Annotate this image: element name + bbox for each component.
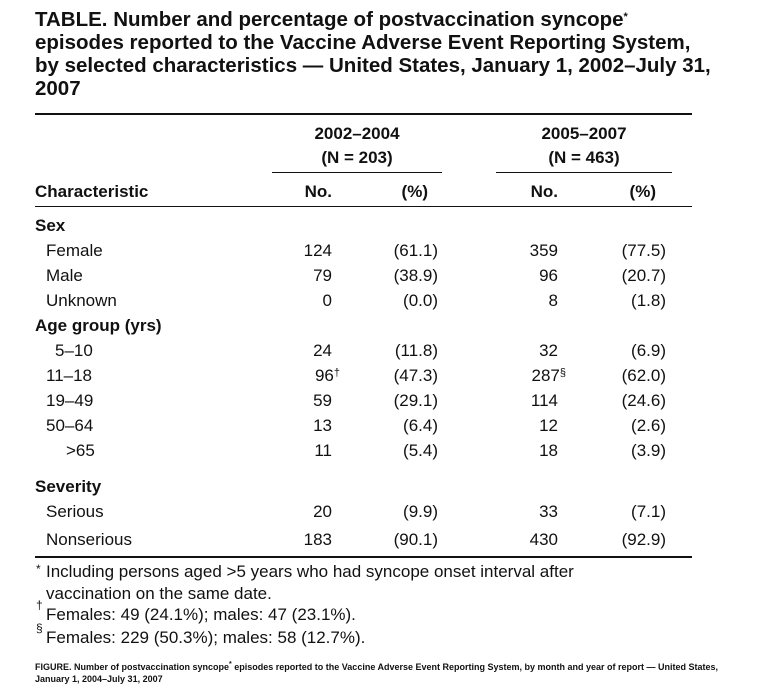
col-header-pct-1: (%) <box>401 182 428 201</box>
row-no-1: 20 <box>313 502 332 521</box>
row-pct-1: (38.9) <box>393 266 438 285</box>
row-no-1: 96† <box>262 366 340 386</box>
footnote-2: Females: 49 (24.1%); males: 47 (23.1%). <box>46 605 356 624</box>
title-footnote-marker: * <box>623 11 628 23</box>
row-pct-1: (5.4) <box>403 441 438 460</box>
table-title: TABLE. Number and percentage of postvacc… <box>35 8 715 100</box>
title-text: TABLE. Number and percentage of postvacc… <box>35 8 624 31</box>
row-no-2: 287§ <box>488 366 567 386</box>
group-header-n-1: (N = 203) <box>321 148 393 167</box>
row-no-2: 12 <box>539 416 558 435</box>
row-pct-1: (11.8) <box>394 341 438 360</box>
row-no-2-value: 287 <box>531 366 560 385</box>
footnote-1-line-1: Including persons aged >5 years who had … <box>46 562 574 581</box>
row-no-1-value: 96 <box>314 366 334 385</box>
row-pct-1: (6.4) <box>403 416 438 435</box>
row-pct-2: (77.5) <box>621 241 666 260</box>
footnote-marker-section: § <box>36 621 43 635</box>
row-label: Nonserious <box>46 530 132 549</box>
col-header-pct-2: (%) <box>629 182 656 201</box>
row-label: 19–49 <box>46 391 94 410</box>
row-label: 50–64 <box>46 416 94 435</box>
row-pct-2: (1.8) <box>631 291 666 310</box>
figure-caption-rest: episodes reported to the Vaccine Adverse… <box>35 662 719 684</box>
row-no-2: 114 <box>530 391 558 410</box>
row-label: 5–10 <box>55 341 93 360</box>
row-no-2: 8 <box>548 291 558 310</box>
row-label: Serious <box>46 502 104 521</box>
row-no-1: 183 <box>303 530 332 549</box>
group-header-years-1: 2002–2004 <box>314 124 400 143</box>
row-no-1: 13 <box>313 416 332 435</box>
row-pct-1: (61.1) <box>393 241 438 260</box>
row-label: Male <box>46 266 83 285</box>
bottom-rule <box>35 556 692 558</box>
group-header-years-2: 2005–2007 <box>541 124 627 143</box>
row-no-1: 79 <box>313 266 332 285</box>
figure-caption: FIGURE. Number of postvaccination syncop… <box>35 659 745 685</box>
title-text-rest: episodes reported to the Vaccine Adverse… <box>35 31 711 100</box>
section-label-age-group: Age group (yrs) <box>35 316 162 335</box>
footnote-marker-section: § <box>559 367 566 379</box>
col-header-no-2: No. <box>530 182 558 201</box>
section-label-severity: Severity <box>35 477 102 496</box>
row-pct-2: (92.9) <box>621 530 666 549</box>
row-no-1: 24 <box>313 341 332 360</box>
row-pct-1: (90.1) <box>393 530 438 549</box>
row-pct-2: (2.6) <box>631 416 666 435</box>
row-pct-2: (3.9) <box>631 441 666 460</box>
row-label: Female <box>46 241 103 260</box>
row-no-2: 33 <box>539 502 558 521</box>
group-header-n-2: (N = 463) <box>548 148 620 167</box>
group-rule-1 <box>272 172 442 173</box>
row-no-1: 11 <box>314 441 332 460</box>
col-header-characteristic: Characteristic <box>35 182 149 201</box>
footnote-marker-dagger: † <box>36 598 43 612</box>
row-pct-2: (20.7) <box>621 266 666 285</box>
row-no-2: 96 <box>539 266 558 285</box>
row-no-2: 359 <box>529 241 558 260</box>
row-pct-1: (29.1) <box>393 391 438 410</box>
row-no-2: 32 <box>539 341 558 360</box>
row-no-1: 124 <box>303 241 332 260</box>
row-no-2: 18 <box>539 441 558 460</box>
top-rule <box>35 113 692 115</box>
row-no-1: 0 <box>322 291 332 310</box>
row-pct-1: (0.0) <box>403 291 438 310</box>
row-pct-1: (9.9) <box>403 502 438 521</box>
row-label: 11–18 <box>46 366 93 385</box>
row-pct-2: (6.9) <box>631 341 666 360</box>
section-label-sex: Sex <box>35 216 66 235</box>
row-label: >65 <box>66 441 95 460</box>
row-label: Unknown <box>46 291 117 310</box>
figure-caption-marker: * <box>229 661 232 668</box>
row-pct-2: (7.1) <box>631 502 666 521</box>
col-header-no-1: No. <box>304 182 332 201</box>
footnote-1-line-2: vaccination on the same date. <box>46 584 272 603</box>
row-pct-2: (24.6) <box>621 391 666 410</box>
figure-caption-lead: FIGURE. Number of postvaccination syncop… <box>35 662 230 672</box>
row-no-2: 430 <box>529 530 558 549</box>
row-no-1: 59 <box>313 391 332 410</box>
row-pct-2: (62.0) <box>621 366 666 385</box>
footnote-3: Females: 229 (50.3%); males: 58 (12.7%). <box>46 628 366 647</box>
footnote-marker-asterisk: * <box>36 562 41 576</box>
footnote-marker-dagger: † <box>333 367 340 379</box>
row-pct-1: (47.3) <box>393 366 438 385</box>
header-rule <box>35 206 692 207</box>
group-rule-2 <box>496 172 672 173</box>
